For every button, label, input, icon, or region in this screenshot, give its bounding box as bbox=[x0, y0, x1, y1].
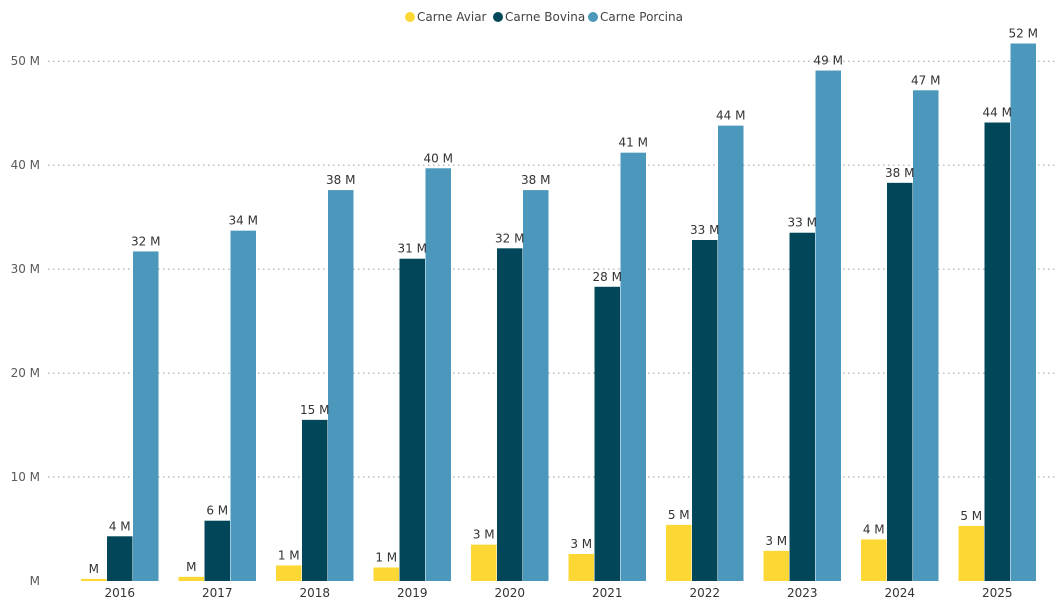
gridlines bbox=[48, 60, 1058, 478]
bar-carne-aviar-2016[interactable] bbox=[81, 578, 107, 581]
bar-carne-bovina-2017[interactable] bbox=[204, 520, 231, 581]
data-label: 28 M bbox=[593, 270, 622, 284]
data-label: 32 M bbox=[131, 234, 160, 248]
x-tick-label: 2022 bbox=[689, 586, 720, 598]
legend-label: Carne Aviar bbox=[417, 10, 487, 24]
bar-carne-porcina-2016[interactable] bbox=[133, 251, 159, 581]
bar-carne-bovina-2024[interactable] bbox=[887, 182, 913, 581]
y-tick-label: 40 M bbox=[11, 158, 40, 172]
x-tick-label: 2017 bbox=[202, 586, 233, 598]
data-labels: M 4 M 32 M M 6 M 34 M 1 M 15 M 38 M 1 M 31 M 40 M 3 … bbox=[89, 27, 1038, 576]
data-label: 33 M bbox=[690, 223, 719, 237]
data-label: 32 M bbox=[495, 231, 524, 245]
data-label: 41 M bbox=[619, 136, 648, 150]
bar-carne-bovina-2022[interactable] bbox=[692, 240, 718, 581]
data-label: 52 M bbox=[1009, 27, 1038, 41]
data-label: 38 M bbox=[521, 173, 550, 187]
legend-marker bbox=[405, 12, 415, 22]
data-label: 44 M bbox=[983, 106, 1012, 120]
y-axis-ticks: M 10 M 20 M 30 M 40 M 50 M bbox=[11, 54, 40, 588]
data-label: 47 M bbox=[911, 73, 940, 87]
data-label: 1 M bbox=[278, 548, 300, 562]
bar-carne-aviar-2019[interactable] bbox=[373, 567, 400, 581]
x-tick-label: 2023 bbox=[787, 586, 818, 598]
bar-carne-aviar-2020[interactable] bbox=[471, 544, 497, 581]
data-label: 5 M bbox=[960, 509, 982, 523]
data-label: 31 M bbox=[398, 242, 427, 256]
data-label: 3 M bbox=[473, 528, 495, 542]
bar-carne-aviar-2021[interactable] bbox=[568, 553, 595, 581]
y-tick-label: M bbox=[30, 574, 40, 588]
legend-item-carne-aviar[interactable]: Carne Aviar bbox=[405, 10, 487, 24]
data-label: 44 M bbox=[716, 109, 745, 123]
bar-carne-porcina-2017[interactable] bbox=[230, 230, 257, 582]
bar-carne-bovina-2025[interactable] bbox=[984, 122, 1011, 581]
x-axis-ticks: 2016 2017 2018 2019 2020 2021 2022 2023 2024 2025 bbox=[104, 586, 1013, 600]
bar-carne-aviar-2022[interactable] bbox=[666, 524, 692, 581]
bar-carne-porcina-2024[interactable] bbox=[913, 90, 939, 582]
data-label: 38 M bbox=[326, 173, 355, 187]
bar-carne-bovina-2019[interactable] bbox=[399, 258, 426, 581]
legend-marker bbox=[588, 12, 598, 22]
bar-carne-bovina-2023[interactable] bbox=[789, 232, 816, 581]
x-tick-label: 2018 bbox=[299, 586, 330, 598]
y-tick-label: 20 M bbox=[11, 366, 40, 380]
legend[interactable]: Carne Aviar Carne Bovina Carne Porcina bbox=[405, 10, 683, 24]
data-label: 3 M bbox=[570, 537, 592, 551]
y-tick-label: 30 M bbox=[11, 262, 40, 276]
bar-carne-porcina-2023[interactable] bbox=[815, 70, 842, 581]
bar-carne-bovina-2016[interactable] bbox=[107, 536, 133, 581]
data-label: 3 M bbox=[765, 534, 787, 548]
bar-carne-aviar-2025[interactable] bbox=[958, 525, 985, 581]
data-label: M bbox=[89, 562, 99, 576]
x-tick-label: 2025 bbox=[982, 586, 1013, 598]
data-label: 1 M bbox=[375, 550, 397, 564]
legend-label: Carne Bovina bbox=[505, 10, 585, 24]
x-tick-label: 2020 bbox=[494, 586, 525, 598]
data-label: 49 M bbox=[814, 54, 843, 68]
bars bbox=[81, 43, 1037, 582]
bar-carne-porcina-2020[interactable] bbox=[523, 190, 549, 582]
x-tick-label: 2019 bbox=[397, 586, 428, 598]
legend-item-carne-bovina[interactable]: Carne Bovina bbox=[493, 10, 585, 24]
data-label: 34 M bbox=[229, 214, 258, 228]
bar-carne-porcina-2022[interactable] bbox=[718, 125, 744, 581]
legend-item-carne-porcina[interactable]: Carne Porcina bbox=[588, 10, 683, 24]
data-label: 33 M bbox=[788, 216, 817, 230]
data-label: 15 M bbox=[300, 403, 329, 417]
bar-carne-bovina-2020[interactable] bbox=[497, 248, 523, 582]
bar-carne-aviar-2017[interactable] bbox=[178, 576, 205, 581]
bar-carne-aviar-2023[interactable] bbox=[763, 550, 790, 581]
data-label: 38 M bbox=[885, 166, 914, 180]
x-tick-label: 2016 bbox=[104, 586, 135, 598]
y-tick-label: 10 M bbox=[11, 470, 40, 484]
data-label: 5 M bbox=[668, 508, 690, 522]
bar-carne-porcina-2021[interactable] bbox=[620, 152, 647, 581]
data-label: M bbox=[186, 560, 196, 574]
y-tick-label: 50 M bbox=[11, 54, 40, 68]
bar-carne-aviar-2024[interactable] bbox=[861, 539, 887, 581]
x-tick-label: 2024 bbox=[884, 586, 915, 598]
x-tick-label: 2021 bbox=[592, 586, 623, 598]
data-label: 4 M bbox=[863, 522, 885, 536]
bar-carne-porcina-2025[interactable] bbox=[1010, 43, 1037, 582]
legend-marker bbox=[493, 12, 503, 22]
bar-carne-aviar-2018[interactable] bbox=[276, 565, 302, 581]
data-label: 4 M bbox=[109, 519, 131, 533]
data-label: 6 M bbox=[206, 504, 228, 518]
data-label: 40 M bbox=[424, 151, 453, 165]
bar-carne-porcina-2019[interactable] bbox=[425, 168, 452, 581]
bar-carne-porcina-2018[interactable] bbox=[328, 190, 354, 582]
bar-carne-bovina-2018[interactable] bbox=[302, 419, 328, 581]
legend-label: Carne Porcina bbox=[600, 10, 683, 24]
bar-carne-bovina-2021[interactable] bbox=[594, 286, 621, 581]
